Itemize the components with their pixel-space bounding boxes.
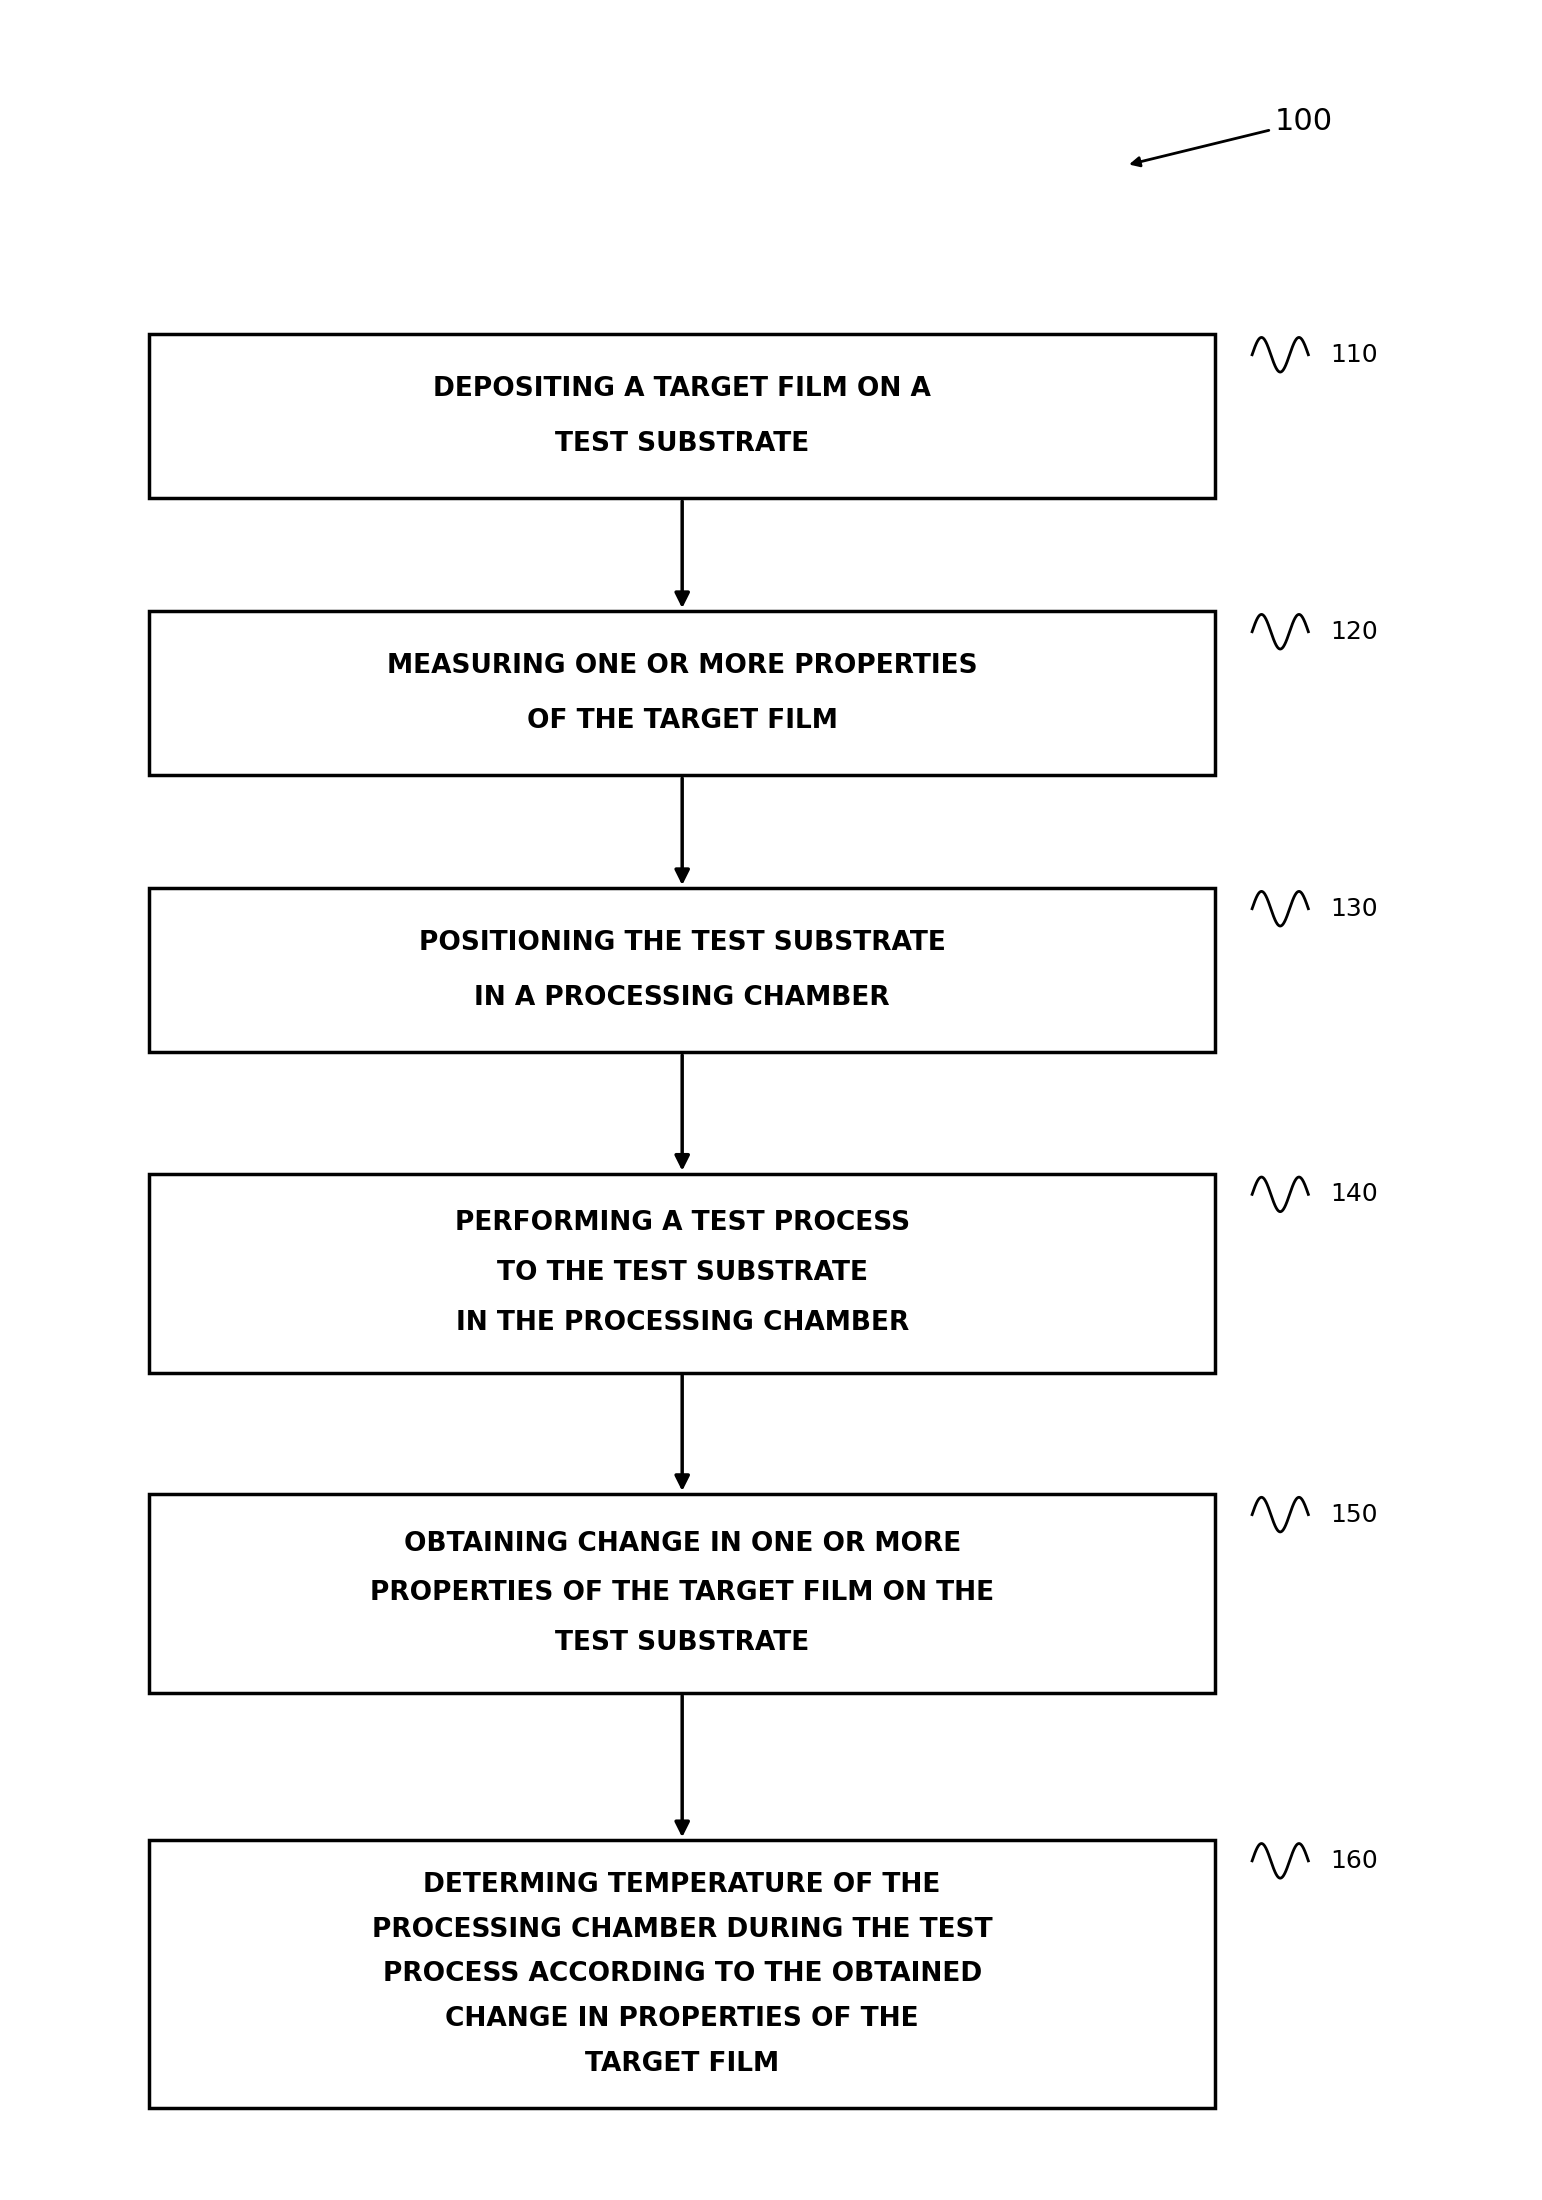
FancyBboxPatch shape [150, 1494, 1215, 1694]
Text: PROPERTIES OF THE TARGET FILM ON THE: PROPERTIES OF THE TARGET FILM ON THE [370, 1580, 995, 1606]
Text: TEST SUBSTRATE: TEST SUBSTRATE [555, 431, 810, 458]
Text: OF THE TARGET FILM: OF THE TARGET FILM [527, 708, 837, 733]
Text: PROCESS ACCORDING TO THE OBTAINED: PROCESS ACCORDING TO THE OBTAINED [382, 1960, 982, 1987]
Text: PERFORMING A TEST PROCESS: PERFORMING A TEST PROCESS [455, 1210, 910, 1236]
Text: CHANGE IN PROPERTIES OF THE: CHANGE IN PROPERTIES OF THE [446, 2006, 919, 2033]
Text: 130: 130 [1331, 898, 1379, 922]
Text: IN A PROCESSING CHAMBER: IN A PROCESSING CHAMBER [475, 986, 890, 1010]
FancyBboxPatch shape [150, 612, 1215, 774]
Text: MEASURING ONE OR MORE PROPERTIES: MEASURING ONE OR MORE PROPERTIES [387, 653, 978, 680]
Text: 120: 120 [1331, 620, 1379, 645]
Text: DEPOSITING A TARGET FILM ON A: DEPOSITING A TARGET FILM ON A [433, 376, 931, 403]
FancyBboxPatch shape [150, 889, 1215, 1052]
Text: 100: 100 [1132, 108, 1332, 165]
FancyBboxPatch shape [150, 1839, 1215, 2108]
Text: IN THE PROCESSING CHAMBER: IN THE PROCESSING CHAMBER [455, 1309, 908, 1335]
Text: 160: 160 [1331, 1848, 1379, 1872]
Text: PROCESSING CHAMBER DURING THE TEST: PROCESSING CHAMBER DURING THE TEST [372, 1916, 993, 1943]
Text: TARGET FILM: TARGET FILM [584, 2050, 779, 2077]
FancyBboxPatch shape [150, 1173, 1215, 1373]
Text: 110: 110 [1331, 343, 1379, 367]
Text: OBTAINING CHANGE IN ONE OR MORE: OBTAINING CHANGE IN ONE OR MORE [404, 1531, 961, 1558]
FancyBboxPatch shape [150, 334, 1215, 499]
Text: DETERMING TEMPERATURE OF THE: DETERMING TEMPERATURE OF THE [424, 1872, 941, 1899]
Text: POSITIONING THE TEST SUBSTRATE: POSITIONING THE TEST SUBSTRATE [419, 931, 945, 955]
Text: TO THE TEST SUBSTRATE: TO THE TEST SUBSTRATE [497, 1261, 868, 1287]
Text: TEST SUBSTRATE: TEST SUBSTRATE [555, 1630, 810, 1657]
Text: 150: 150 [1331, 1503, 1379, 1527]
Text: 140: 140 [1331, 1181, 1379, 1206]
